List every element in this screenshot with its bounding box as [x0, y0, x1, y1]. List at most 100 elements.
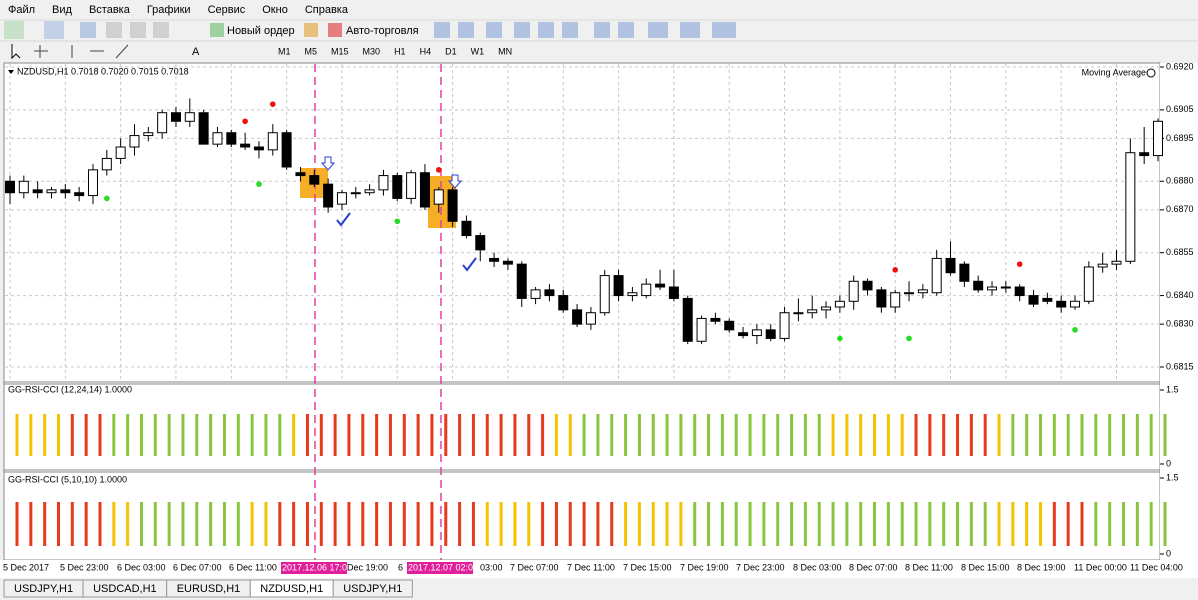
candle-body	[406, 172, 417, 199]
signal-dot	[242, 118, 248, 125]
menu-triangle	[8, 70, 14, 74]
candle-body	[392, 175, 403, 199]
tab-label[interactable]: USDJPY,H1	[14, 583, 73, 595]
tab[interactable]: USDJPY,H1	[332, 579, 413, 598]
close-indicator[interactable]	[1146, 68, 1156, 78]
tool-icon[interactable]	[130, 22, 146, 38]
candle-body	[848, 280, 859, 302]
candle-body	[489, 257, 500, 262]
candle-body	[253, 146, 264, 151]
time-label: 5 Dec 23:00	[60, 562, 109, 572]
signal-dot	[1072, 327, 1078, 333]
candle-body	[987, 286, 998, 291]
time-label: 5 Dec 2017	[3, 562, 49, 572]
text-tool[interactable]: A	[192, 46, 200, 58]
timeframe-button[interactable]: D1	[445, 46, 457, 56]
menu-item[interactable]: Сервис	[208, 4, 246, 16]
menu-item[interactable]: Окно	[262, 4, 288, 16]
timeframe-button[interactable]: H4	[420, 46, 432, 56]
auto-trading-icon[interactable]	[328, 23, 342, 37]
signal-dot	[1016, 261, 1023, 267]
menu-item[interactable]: Графики	[147, 4, 191, 16]
draw-tools	[34, 44, 129, 59]
new-order-button[interactable]: Новый ордер	[227, 25, 295, 37]
candle-body	[641, 283, 652, 297]
tool-icon[interactable]	[80, 22, 96, 38]
time-highlight	[281, 562, 347, 574]
timeframe-button[interactable]: M30	[363, 46, 381, 56]
signal-dot	[104, 195, 110, 202]
candle-body	[696, 317, 707, 342]
new-order-icon[interactable]	[210, 23, 224, 37]
tab-label[interactable]: NZDUSD,H1	[260, 583, 323, 595]
candle-body	[350, 192, 361, 195]
tab[interactable]: NZDUSD,H1	[249, 579, 334, 598]
tab-label[interactable]: EURUSD,H1	[177, 583, 241, 595]
signal-dot	[256, 181, 262, 187]
candle-body	[751, 329, 762, 337]
time-label: 7 Dec 19:00	[680, 562, 729, 572]
candle-body	[931, 257, 942, 294]
tab[interactable]: USDJPY,H1	[3, 579, 84, 598]
candle-body	[364, 189, 375, 194]
tool-icon[interactable]	[153, 22, 169, 38]
tab-label[interactable]: USDJPY,H1	[343, 583, 402, 595]
y-tick-label: 1.5	[1166, 384, 1179, 394]
menu-item[interactable]: Вставка	[89, 4, 131, 16]
time-label: 11 Dec 00:00	[1074, 562, 1127, 572]
tab[interactable]: EURUSD,H1	[166, 579, 251, 598]
tab-label[interactable]: USDCAD,H1	[93, 583, 157, 595]
menu-item[interactable]: Файл	[8, 4, 35, 16]
time-highlight	[407, 562, 473, 574]
tool-icon[interactable]	[106, 22, 122, 38]
tool-icon[interactable]	[304, 23, 318, 37]
price-axis	[1160, 63, 1198, 560]
candle-body	[101, 157, 112, 171]
signal-dot	[435, 167, 442, 173]
candle-body	[18, 180, 29, 194]
candle-body	[184, 112, 195, 122]
candle-body	[1042, 297, 1053, 302]
candle-body	[198, 112, 209, 145]
menu-item[interactable]: Справка	[305, 4, 349, 16]
timeframe-button[interactable]: H1	[394, 46, 406, 56]
candle-body	[129, 135, 140, 148]
y-tick-label: 0.6855	[1166, 247, 1194, 257]
signal-dot	[892, 267, 899, 273]
tab-bg[interactable]	[332, 579, 413, 598]
chart-title: NZDUSD,H1 0.7018 0.7020 0.7015 0.7018	[17, 66, 189, 76]
cursor-tool[interactable]	[11, 44, 21, 60]
candle-body	[502, 260, 513, 265]
timeframe-button[interactable]: M15	[331, 46, 349, 56]
timeframe-button[interactable]: W1	[471, 46, 485, 56]
candle-body	[475, 235, 486, 251]
time-label: 8 Dec 19:00	[1017, 562, 1066, 572]
tool-icons	[434, 22, 736, 38]
y-tick-label: 0.6895	[1166, 133, 1194, 143]
tool-icon[interactable]	[4, 21, 24, 39]
auto-trading-button[interactable]: Авто-торговля	[346, 25, 419, 37]
timeframe-button[interactable]: M5	[305, 46, 318, 56]
candle-body	[32, 189, 43, 194]
time-label: 8 Dec 11:00	[905, 562, 953, 572]
tab[interactable]: USDCAD,H1	[82, 579, 168, 598]
time-label: 6 Dec 11:00	[229, 562, 277, 572]
candle-body	[738, 332, 749, 337]
time-label: 7 Dec 15:00	[623, 562, 672, 572]
indicator-label: Moving Average	[1082, 67, 1146, 77]
menu-item[interactable]: Вид	[52, 4, 72, 16]
timeframe-button[interactable]: M1	[278, 46, 291, 56]
candle-body	[240, 143, 251, 148]
candle-body	[821, 306, 832, 311]
candle-body	[157, 112, 168, 134]
candle-body	[323, 183, 334, 208]
candle-body	[876, 289, 887, 308]
tool-icon[interactable]	[44, 21, 64, 39]
timeframe-button[interactable]: MN	[498, 46, 512, 56]
candle-body	[904, 292, 915, 295]
candle-body	[682, 297, 693, 342]
time-label: 6 Dec 03:00	[117, 562, 166, 572]
candle-body	[1125, 152, 1136, 262]
candle-body	[572, 309, 583, 325]
